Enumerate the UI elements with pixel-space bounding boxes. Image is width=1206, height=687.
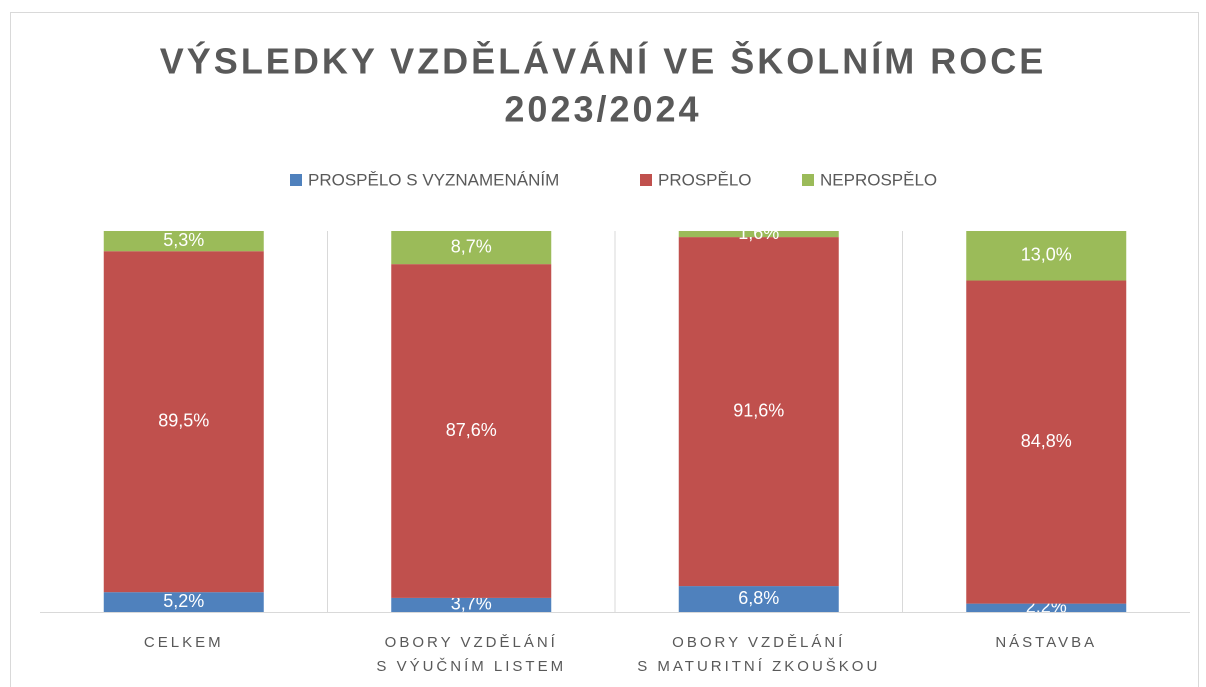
bar-segment <box>391 264 552 598</box>
x-tick-label: S MATURITNÍ ZKOUŠKOU <box>637 658 880 675</box>
data-label: 1,6% <box>738 223 779 243</box>
bar-segment <box>966 603 1127 612</box>
bar-segment <box>391 597 552 612</box>
bar-segment <box>103 251 264 593</box>
data-label: 6,8% <box>738 588 779 608</box>
data-label: 5,2% <box>163 591 204 611</box>
bar-segment <box>678 237 839 587</box>
chart-title: 2023/2024 <box>504 89 701 130</box>
x-tick-label: NÁSTAVBA <box>995 634 1097 651</box>
bar-segment <box>678 231 839 238</box>
data-label: 87,6% <box>446 420 497 440</box>
bar-segment <box>966 280 1127 604</box>
x-tick-label: CELKEM <box>144 634 224 651</box>
x-tick-label: S VÝUČNÍM LISTEM <box>376 658 566 675</box>
data-label: 84,8% <box>1021 431 1072 451</box>
data-label: 89,5% <box>158 410 209 430</box>
data-label: 3,7% <box>451 594 492 614</box>
bar-segment <box>678 586 839 612</box>
data-label: 5,3% <box>163 230 204 250</box>
legend-label: PROSPĚLO S VYZNAMENÁNÍM <box>308 170 559 189</box>
chart-title: VÝSLEDKY VZDĚLÁVÁNÍ VE ŠKOLNÍM ROCE <box>160 40 1046 82</box>
legend-label: PROSPĚLO <box>658 170 752 189</box>
chart-border <box>10 12 1199 687</box>
plot-area: 5,2%89,5%5,3%3,7%87,6%8,7%6,8%91,6%1,6%2… <box>103 223 1127 617</box>
legend-swatch <box>290 174 302 186</box>
bar-segment <box>103 592 264 612</box>
legend-swatch <box>640 174 652 186</box>
data-label: 8,7% <box>451 236 492 256</box>
legend-label: NEPROSPĚLO <box>820 170 937 189</box>
legend-swatch <box>802 174 814 186</box>
bar-segment <box>966 231 1127 281</box>
x-tick-label: OBORY VZDĚLÁNÍ <box>385 634 558 651</box>
bar-segment <box>391 231 552 265</box>
data-label: 13,0% <box>1021 245 1072 265</box>
data-label: 91,6% <box>733 400 784 420</box>
bar-segment <box>103 231 264 252</box>
x-tick-label: OBORY VZDĚLÁNÍ <box>672 634 845 651</box>
